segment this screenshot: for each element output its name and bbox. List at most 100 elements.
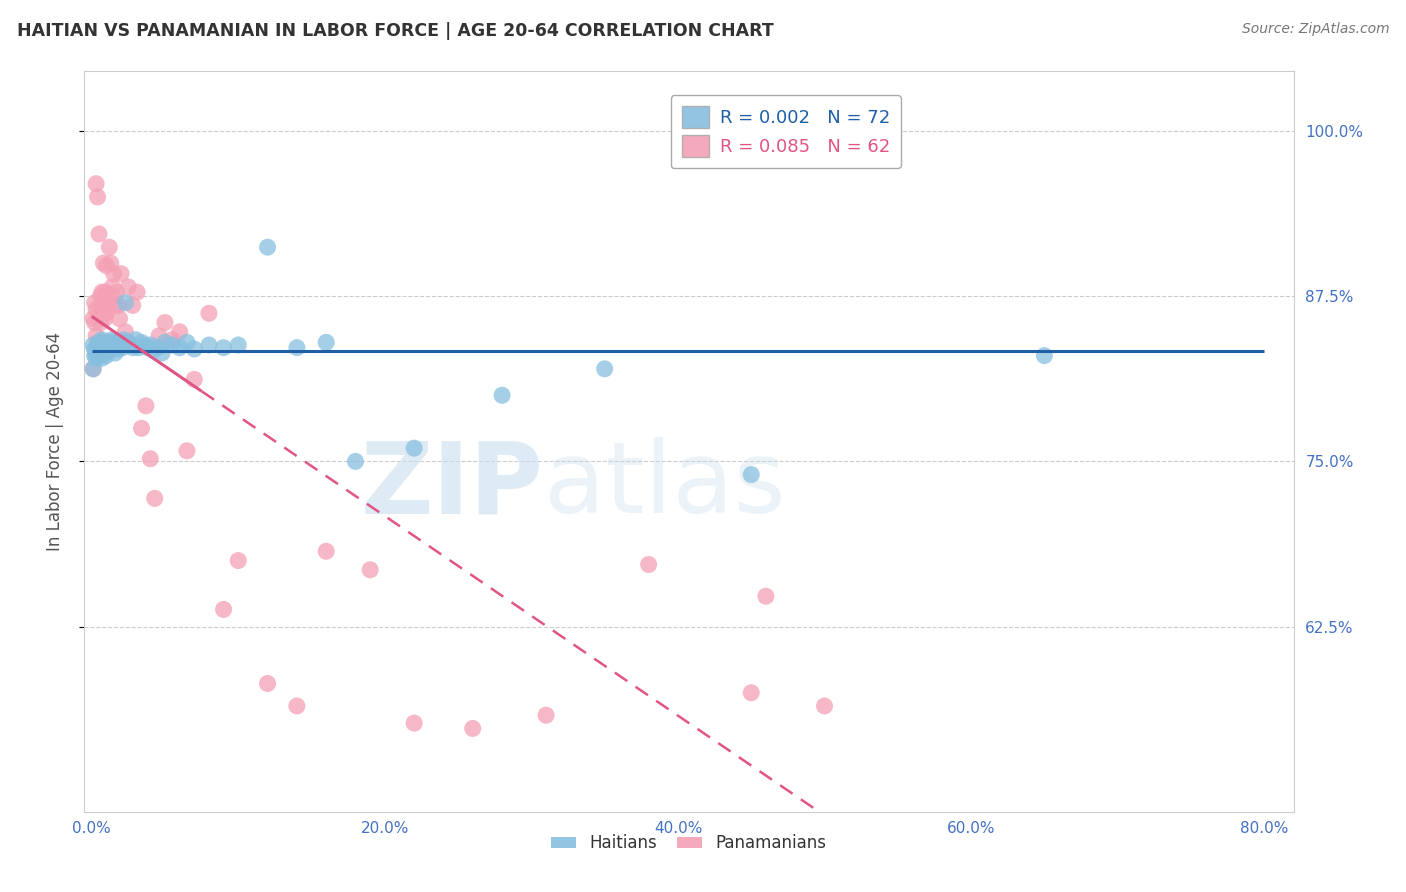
Legend: Haitians, Panamanians: Haitians, Panamanians <box>544 828 834 859</box>
Point <box>183 372 205 386</box>
Point <box>100 342 122 356</box>
Point <box>114 325 136 339</box>
Point <box>112 333 135 347</box>
Point <box>153 335 176 350</box>
Y-axis label: In Labor Force | Age 20-64: In Labor Force | Age 20-64 <box>45 332 63 551</box>
Point <box>82 361 104 376</box>
Point <box>97 335 120 350</box>
Point <box>359 563 381 577</box>
Point <box>121 341 143 355</box>
Point <box>84 302 107 317</box>
Point <box>91 333 114 347</box>
Point <box>256 240 278 254</box>
Point <box>142 343 165 358</box>
Point <box>86 190 108 204</box>
Point <box>83 342 105 356</box>
Point <box>212 341 235 355</box>
Point <box>87 342 110 356</box>
Point <box>183 342 205 356</box>
Point <box>83 295 105 310</box>
Point <box>131 421 153 435</box>
Point <box>111 341 134 355</box>
Point <box>96 342 118 356</box>
Point <box>104 346 127 360</box>
Point <box>89 316 111 330</box>
Point <box>87 227 110 241</box>
Point <box>98 335 121 350</box>
Point <box>593 361 616 376</box>
Text: ZIP: ZIP <box>361 437 544 534</box>
Point <box>162 333 184 347</box>
Point <box>82 311 104 326</box>
Point <box>176 443 198 458</box>
Point <box>91 298 114 312</box>
Point <box>134 338 156 352</box>
Point <box>89 339 111 353</box>
Point <box>100 256 122 270</box>
Point <box>117 280 139 294</box>
Point <box>169 325 191 339</box>
Point <box>93 256 115 270</box>
Point <box>128 341 150 355</box>
Point <box>104 298 127 312</box>
Point <box>169 341 191 355</box>
Text: HAITIAN VS PANAMANIAN IN LABOR FORCE | AGE 20-64 CORRELATION CHART: HAITIAN VS PANAMANIAN IN LABOR FORCE | A… <box>17 22 773 40</box>
Text: Source: ZipAtlas.com: Source: ZipAtlas.com <box>1241 22 1389 37</box>
Point <box>103 341 125 355</box>
Point <box>107 335 129 350</box>
Point <box>93 341 115 355</box>
Point <box>114 295 136 310</box>
Point <box>91 285 114 300</box>
Point <box>150 346 173 360</box>
Point <box>110 335 132 350</box>
Point <box>461 722 484 736</box>
Point <box>94 311 117 326</box>
Point <box>97 341 120 355</box>
Point <box>117 335 139 350</box>
Point <box>97 298 120 312</box>
Point <box>89 344 111 359</box>
Point <box>103 335 125 350</box>
Point <box>285 341 308 355</box>
Point <box>344 454 367 468</box>
Point <box>1033 349 1056 363</box>
Point <box>226 338 249 352</box>
Point <box>87 347 110 361</box>
Point <box>136 341 159 355</box>
Point <box>89 289 111 303</box>
Point <box>83 316 105 330</box>
Point <box>101 280 124 294</box>
Point <box>84 177 107 191</box>
Point <box>127 285 149 300</box>
Point <box>491 388 513 402</box>
Point <box>96 306 118 320</box>
Point <box>103 289 125 303</box>
Point <box>93 306 115 320</box>
Point <box>98 343 121 358</box>
Point <box>212 602 235 616</box>
Point <box>87 335 110 350</box>
Point <box>103 267 125 281</box>
Point <box>82 361 104 376</box>
Point <box>86 335 108 350</box>
Point <box>404 441 426 455</box>
Point <box>131 335 153 350</box>
Point <box>198 306 221 320</box>
Point <box>94 335 117 350</box>
Point <box>637 558 659 572</box>
Point <box>104 338 127 352</box>
Point <box>96 349 118 363</box>
Point <box>82 338 104 352</box>
Point <box>108 311 131 326</box>
Point <box>755 589 778 603</box>
Point <box>107 298 129 312</box>
Point <box>176 335 198 350</box>
Point <box>404 716 426 731</box>
Point <box>110 267 132 281</box>
Point <box>118 338 141 352</box>
Point <box>143 491 166 506</box>
Point <box>84 328 107 343</box>
Point <box>285 698 308 713</box>
Point <box>105 285 128 300</box>
Point <box>86 341 108 355</box>
